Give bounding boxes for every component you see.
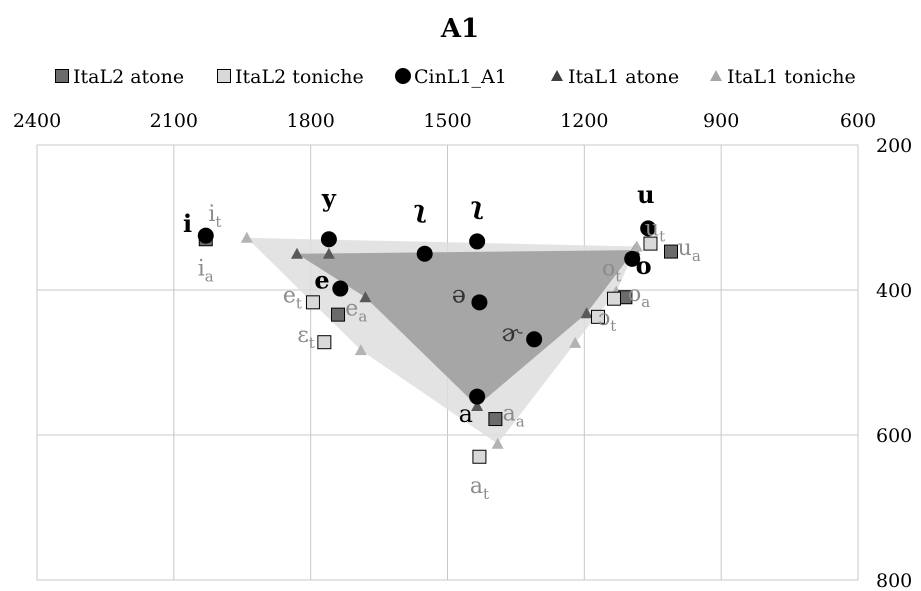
point-cinl1-a1 (320, 231, 337, 248)
point-ital2-toniche (643, 236, 658, 251)
point-ital2-atone (488, 412, 503, 427)
chart-title: A1 (440, 14, 479, 44)
point-cinl1-a1 (640, 220, 657, 237)
vowel-label: ia (198, 257, 214, 286)
vowel-label: ʅ (471, 191, 484, 220)
point-ital2-toniche (591, 309, 606, 324)
legend-marker-ital1-atone (551, 70, 563, 81)
legend-label-ital1-atone: ItaL1 atone (568, 66, 679, 88)
point-ital1-toniche (354, 344, 367, 356)
legend-marker-ital2-atone (55, 69, 69, 83)
legend-marker-cinl1-a1 (395, 68, 411, 84)
vowel-label: aa (503, 402, 525, 431)
legend-marker-ital2-toniche (217, 69, 231, 83)
vowel-label: u (637, 180, 654, 209)
legend-label-cinl1-a1: CinL1_A1 (414, 66, 507, 88)
vowel-label: at (470, 474, 489, 503)
point-ital1-toniche (240, 231, 253, 243)
point-ital1-toniche (630, 240, 643, 252)
y-tick-label: 600 (876, 425, 912, 447)
legend-label-ital1-toniche: ItaL1 toniche (727, 66, 856, 88)
x-tick-label: 1500 (423, 110, 471, 132)
vowel-label: ɚ (501, 319, 523, 347)
y-axis-ticks: 200 400 600 800 (876, 135, 912, 591)
x-tick-label: 600 (840, 110, 876, 132)
vowel-label: oa (628, 282, 650, 311)
x-tick-label: 2400 (13, 110, 61, 132)
y-tick-label: 200 (876, 135, 912, 157)
vowel-label: o (636, 251, 652, 280)
point-ital1-atone (471, 400, 484, 411)
point-cinl1-a1 (332, 280, 349, 297)
point-ital1-atone (580, 307, 593, 319)
point-ital1-atone (359, 291, 372, 303)
point-ital2-atone (663, 244, 678, 259)
point-cinl1-a1 (197, 227, 214, 244)
point-cinl1-a1 (416, 245, 433, 262)
point-cinl1-a1 (469, 388, 486, 405)
vowel-label: i (183, 209, 192, 238)
vowel-label: ɛt (297, 323, 314, 352)
vowel-label: it (208, 202, 221, 231)
point-cinl1-a1 (471, 294, 488, 311)
point-ital1-toniche (491, 437, 504, 449)
legend-label-ital2-atone: ItaL2 atone (73, 66, 184, 88)
x-tick-label: 2100 (150, 110, 198, 132)
legend-label-ital2-toniche: ItaL2 toniche (235, 66, 364, 88)
point-cinl1-a1 (526, 331, 543, 348)
x-tick-label: 900 (703, 110, 739, 132)
y-tick-label: 400 (876, 280, 912, 302)
point-ital2-toniche (472, 449, 487, 464)
vowel-label: ua (678, 236, 701, 265)
vowel-label: a (459, 400, 473, 428)
vowel-label: ea (345, 296, 367, 325)
vowel-label: ut (645, 217, 665, 246)
point-ital2-toniche (305, 295, 320, 310)
vowel-label: y (321, 184, 337, 213)
legend-marker-ital1-toniche (710, 70, 722, 81)
y-tick-label: 800 (876, 570, 912, 591)
legend: ItaL2 atone ItaL2 toniche CinL1_A1 ItaL1 at… (55, 66, 856, 88)
vowel-label: et (283, 283, 302, 312)
vowel-label: e (314, 266, 329, 295)
vowel-label: ʅ (414, 195, 427, 224)
x-tick-label: 1200 (560, 110, 608, 132)
area-ital1-atone (296, 250, 635, 406)
point-cinl1-a1 (624, 250, 641, 267)
point-cinl1-a1 (469, 233, 486, 250)
point-ital1-atone (322, 247, 335, 259)
point-ital2-atone (331, 307, 346, 322)
vowel-label: ot (602, 257, 621, 286)
plot-area (36, 144, 859, 581)
point-ital2-toniche (606, 291, 621, 306)
vowel-label: ə (452, 280, 466, 308)
x-axis-ticks: 2400 2100 1800 1500 1200 900 600 (13, 110, 876, 132)
point-ital1-toniche (569, 336, 582, 348)
data-markers (197, 220, 678, 464)
x-tick-label: 1800 (286, 110, 334, 132)
point-ital2-toniche (317, 335, 332, 350)
vowel-label: ɔt (598, 306, 616, 335)
point-ital1-atone (290, 247, 303, 259)
